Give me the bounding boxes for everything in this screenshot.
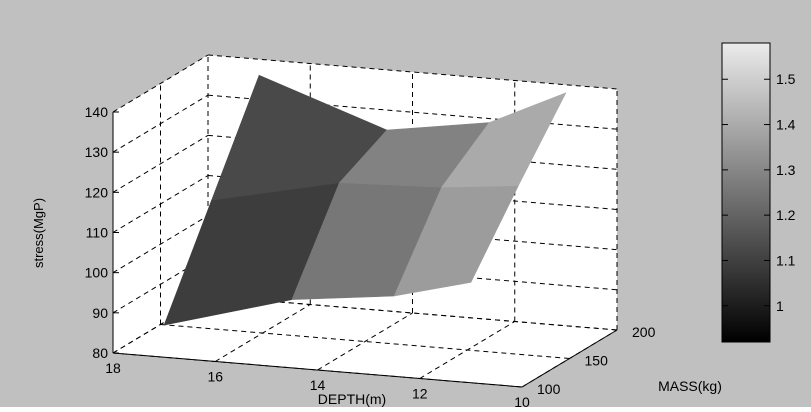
colorbar-tick-label: 1.5 — [776, 71, 796, 87]
z-tick-label: 120 — [85, 184, 109, 200]
z-tick-label: 100 — [85, 265, 109, 281]
grid-line-z-back — [207, 255, 618, 291]
surface-mesh — [163, 74, 567, 326]
z-axis-label: stress(MgP) — [31, 198, 46, 268]
grid-line-y-floor — [160, 324, 570, 359]
x-tick-label: 14 — [310, 377, 326, 393]
colorbar-bar — [721, 42, 771, 343]
colorbar-tick-label: 1.2 — [776, 207, 796, 223]
y-tick-label: 200 — [632, 324, 656, 340]
tick-labels: 80 90 100 110 120 130 140 18 16 14 12 10 100 150 200 — [85, 104, 656, 410]
grid-line-z-side — [112, 175, 209, 233]
grid-line-z-side — [112, 94, 209, 153]
z-tick-label: 110 — [86, 225, 109, 241]
grid-line-z-side — [112, 215, 209, 274]
x-tick-label: 18 — [105, 360, 121, 376]
x-axis-line — [112, 352, 523, 388]
x-tick-label: 10 — [514, 394, 530, 407]
grid-line-x-floor — [317, 312, 413, 371]
grid-line-z-side — [112, 54, 209, 113]
colorbar-tick-label: 1.4 — [776, 117, 796, 133]
grid-line-z-back — [207, 215, 618, 251]
z-tick-label: 80 — [92, 345, 108, 361]
z-tick-label: 140 — [85, 104, 109, 120]
y-axis-line — [521, 329, 618, 388]
grid-line-z-back — [207, 54, 618, 90]
z-tick-label: 130 — [85, 144, 109, 160]
colorbar-tick-label: 1 — [776, 298, 784, 314]
colorbar: 1 1.1 1.2 1.3 1.4 1.5 — [721, 42, 796, 343]
x-axis-label: DEPTH(m) — [318, 391, 386, 407]
colorbar-tick-label: 1.3 — [776, 162, 796, 178]
grid-line-z-back — [207, 134, 618, 170]
x-tick-label: 16 — [207, 369, 223, 385]
y-axis-label: MASS(kg) — [658, 378, 722, 394]
y-tick-label: 150 — [585, 353, 609, 369]
x-tick-label: 12 — [412, 386, 428, 402]
z-tick-label: 90 — [92, 305, 108, 321]
grid-line-z-back — [207, 295, 618, 331]
y-tick-label: 100 — [537, 381, 561, 397]
colorbar-tick-label: 1.1 — [776, 252, 796, 268]
grid-line-z-back — [207, 175, 618, 210]
grid-line-z-side — [112, 134, 209, 193]
surface-patch — [441, 92, 567, 188]
